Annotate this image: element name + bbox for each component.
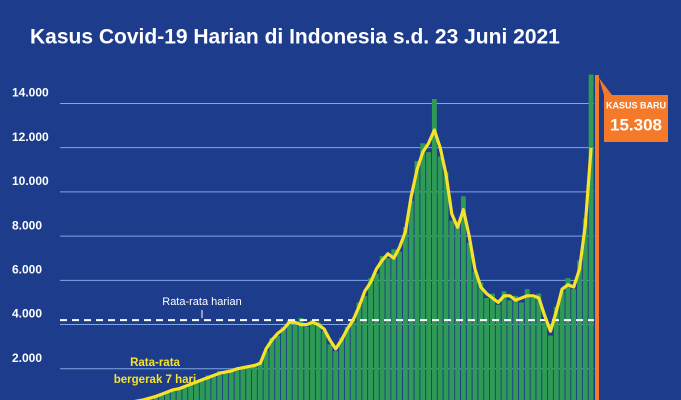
- bar: [286, 320, 292, 400]
- bar: [472, 271, 478, 400]
- bar: [188, 384, 194, 400]
- bar: [565, 278, 571, 400]
- moving-average-line: [134, 128, 593, 400]
- bar: [222, 373, 228, 400]
- bar: [507, 300, 513, 400]
- bar: [339, 337, 344, 400]
- bar: [344, 326, 350, 400]
- bar: [519, 302, 524, 400]
- bar: [263, 351, 269, 400]
- chart-title: Kasus Covid-19 Harian di Indonesia s.d. …: [30, 26, 560, 49]
- bar: [153, 397, 159, 400]
- bar: [269, 337, 275, 400]
- bar: [478, 282, 484, 400]
- bar: [228, 369, 234, 400]
- bar: [373, 273, 379, 400]
- bar: [234, 368, 240, 400]
- bar: [275, 335, 281, 400]
- bar: [577, 260, 582, 400]
- y-tick-label: 10.000: [12, 174, 49, 188]
- bar: [385, 258, 391, 400]
- average-label: Rata-rata harian: [162, 296, 242, 308]
- bar: [292, 324, 298, 400]
- bar: [582, 218, 588, 400]
- y-tick-label: 4.000: [12, 307, 42, 321]
- bar: [205, 375, 211, 400]
- bar: [402, 227, 408, 400]
- moving-average-label: Rata-rata bergerak 7 hari: [114, 357, 196, 386]
- bar: [455, 222, 461, 400]
- bar: [571, 289, 577, 400]
- bar: [362, 295, 368, 400]
- bar: [466, 242, 472, 400]
- bar: [489, 293, 495, 400]
- bar: [449, 220, 455, 400]
- bar: [246, 367, 252, 400]
- y-tick-label: 6.000: [12, 263, 42, 277]
- bar: [159, 393, 165, 400]
- bar: [379, 256, 385, 400]
- bar: [182, 385, 188, 400]
- bar: [252, 364, 257, 400]
- bar: [350, 322, 356, 400]
- bar: [321, 331, 327, 400]
- bar: [333, 351, 339, 400]
- bar: [199, 380, 205, 400]
- y-tick-label: 14.000: [12, 86, 49, 100]
- bar: [298, 317, 304, 400]
- bar: [281, 326, 286, 400]
- callout-value: 15.308: [610, 115, 662, 134]
- y-tick-label: 2.000: [12, 351, 42, 365]
- bar: [304, 326, 310, 400]
- bar: [588, 74, 594, 400]
- bar: [559, 291, 565, 400]
- y-tick-label: 12.000: [12, 130, 49, 144]
- bar: [217, 370, 223, 400]
- bar: [327, 344, 333, 400]
- bar: [397, 251, 402, 400]
- bar: [548, 335, 553, 400]
- bar: [542, 322, 548, 400]
- bar: [211, 376, 217, 400]
- bar: [501, 291, 507, 400]
- bar: [414, 160, 420, 400]
- bar: [553, 306, 559, 400]
- bar: [513, 295, 519, 400]
- callout-title: KASUS BARU: [606, 100, 666, 110]
- bar: [193, 380, 199, 400]
- bar: [484, 298, 490, 400]
- y-tick-label: 8.000: [12, 218, 42, 232]
- bar: [176, 389, 182, 400]
- bar: [426, 152, 432, 400]
- bar: [310, 320, 315, 400]
- bar: [460, 196, 466, 400]
- bar: [240, 366, 246, 400]
- bar: [164, 393, 170, 400]
- bar: [530, 298, 536, 400]
- bar: [315, 322, 321, 400]
- bar: [420, 143, 426, 400]
- bar: [391, 249, 397, 400]
- bar: [356, 302, 362, 400]
- bar: [524, 289, 530, 400]
- bar: [495, 304, 501, 400]
- bar: [257, 362, 263, 400]
- bar: [536, 293, 542, 400]
- bar: [443, 171, 449, 400]
- callout-box: [599, 78, 668, 142]
- bar: [408, 200, 414, 400]
- bar: [170, 388, 176, 400]
- bar: [368, 278, 373, 400]
- bar: [437, 156, 443, 400]
- bar: [431, 99, 437, 400]
